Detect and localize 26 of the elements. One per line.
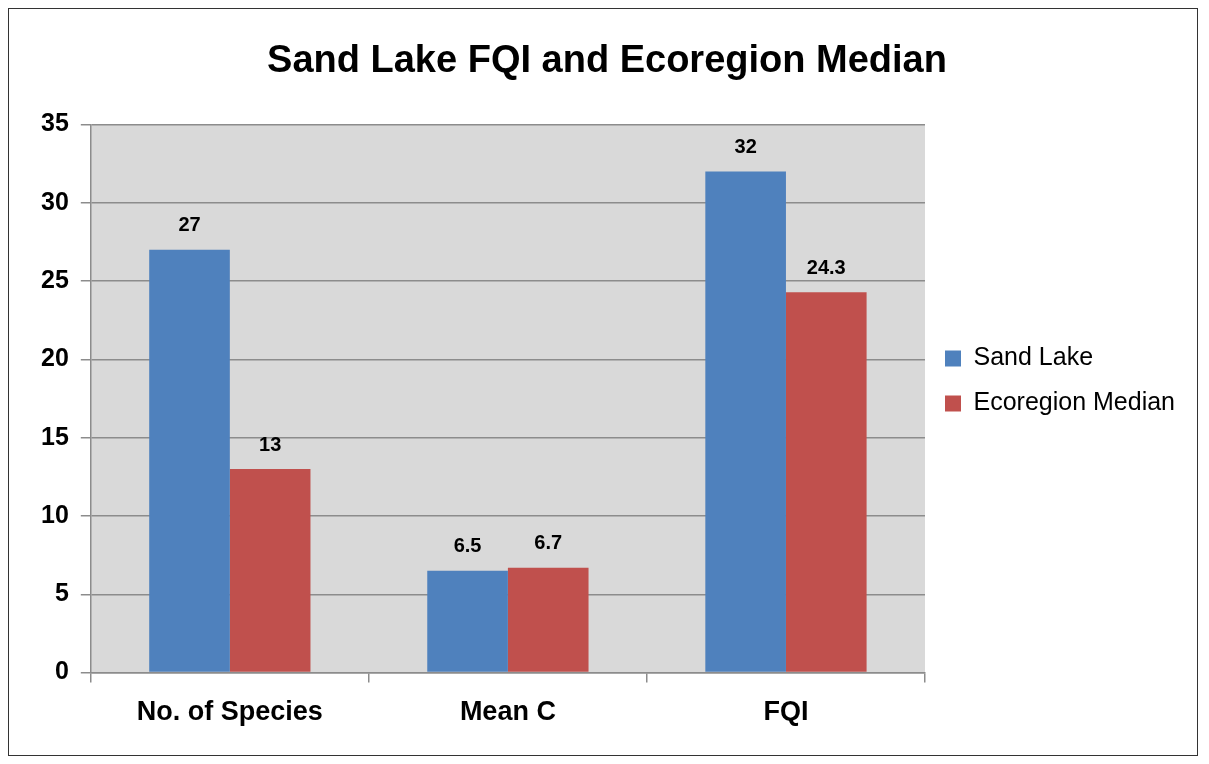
- bar: [229, 469, 311, 672]
- chart-title: Sand Lake FQI and Ecoregion Median: [267, 38, 947, 81]
- y-tick-label: 25: [41, 265, 69, 294]
- legend-label: Sand Lake: [973, 342, 1094, 371]
- data-label: 24.3: [806, 255, 846, 278]
- x-tick-label: FQI: [763, 696, 809, 727]
- x-tick-label: No. of Species: [136, 696, 323, 727]
- y-tick-label: 15: [41, 421, 69, 450]
- bar: [785, 292, 867, 672]
- y-tick-label: 20: [41, 343, 69, 372]
- bar: [149, 249, 230, 672]
- data-label: 6.7: [534, 531, 563, 554]
- y-tick-label: 10: [41, 499, 69, 528]
- data-label: 27: [178, 213, 201, 236]
- bar: [507, 567, 589, 672]
- legend-label: Ecoregion Median: [973, 387, 1175, 416]
- y-tick-label: 0: [54, 656, 69, 685]
- y-tick-label: 35: [41, 108, 69, 137]
- y-tick-label: 30: [41, 186, 69, 215]
- data-label: 6.5: [453, 534, 482, 557]
- x-tick-label: Mean C: [459, 696, 556, 727]
- bar: [427, 570, 508, 672]
- data-label: 13: [259, 432, 282, 455]
- bar: [705, 171, 786, 672]
- y-tick-label: 5: [54, 578, 69, 607]
- data-label: 32: [734, 135, 757, 158]
